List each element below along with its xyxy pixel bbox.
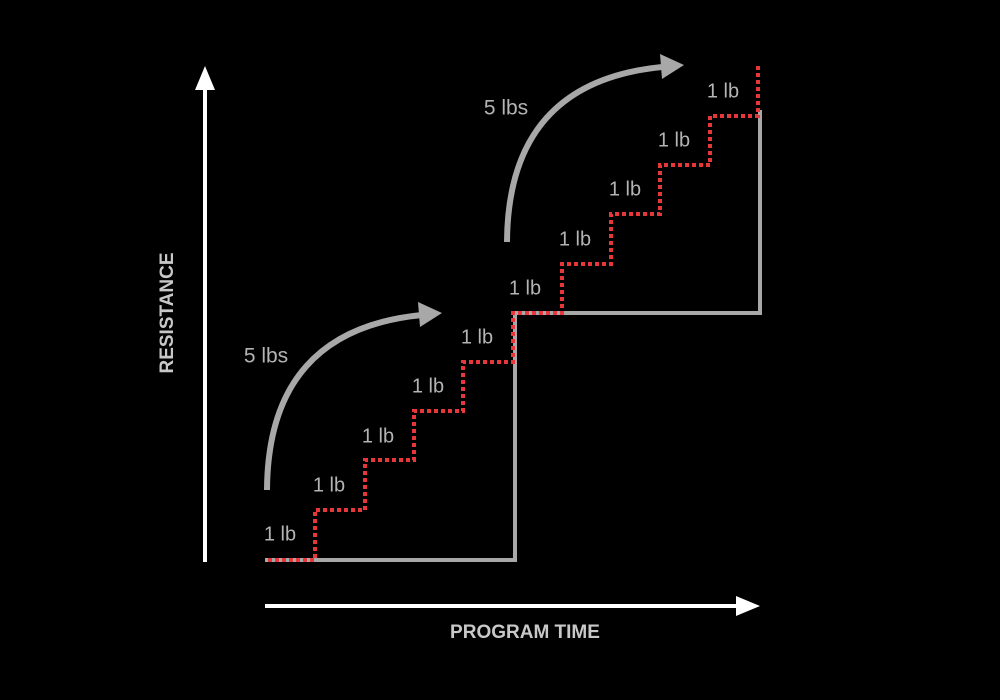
step-label: 1 lb (609, 178, 641, 200)
step-label: 1 lb (412, 375, 444, 397)
x-axis-label: PROGRAM TIME (450, 622, 600, 643)
step-label: 1 lb (461, 326, 493, 348)
jump-arrowhead (660, 54, 684, 79)
step-label: 1 lb (559, 228, 591, 250)
step-label: 1 lb (658, 129, 690, 151)
step-label: 1 lb (313, 474, 345, 496)
step-label: 1 lb (509, 277, 541, 299)
step-label: 1 lb (264, 523, 296, 545)
jump-label: 5 lbs (244, 345, 288, 368)
y-axis-label: RESISTANCE (157, 252, 178, 373)
step-label: 1 lb (362, 425, 394, 447)
jump-arrowhead (418, 302, 442, 327)
micro-steps (268, 65, 760, 562)
x-axis-arrowhead (736, 596, 760, 616)
step-label: 1 lb (707, 80, 739, 102)
jump-label: 5 lbs (484, 97, 528, 120)
jump-arrow (504, 64, 663, 243)
jump-arrow (264, 312, 423, 491)
y-axis-arrowhead (195, 66, 215, 90)
